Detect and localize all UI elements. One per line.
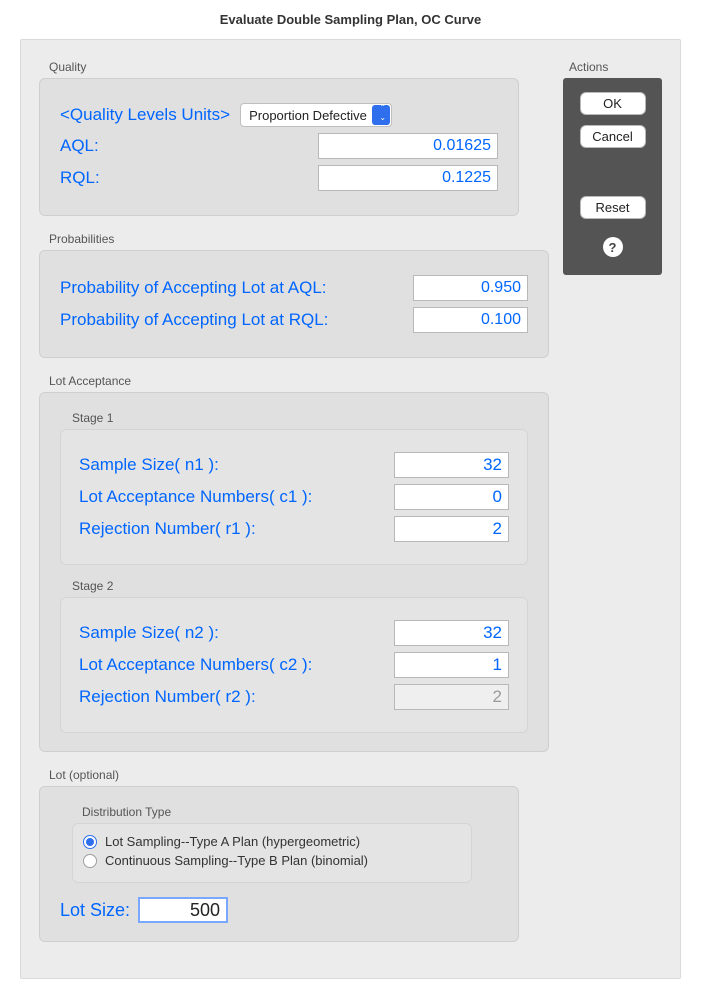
stage2-c-input[interactable] [394, 652, 509, 678]
dialog-body: Quality <Quality Levels Units> Proportio… [20, 39, 681, 979]
quality-group: <Quality Levels Units> Proportion Defect… [39, 78, 519, 216]
rql-input[interactable] [318, 165, 498, 191]
stage2-r-input [394, 684, 509, 710]
actions-column: Actions OK Cancel Reset ? [563, 60, 662, 275]
actions-box: OK Cancel Reset ? [563, 78, 662, 275]
ok-button[interactable]: OK [580, 92, 646, 115]
lot-optional-legend: Lot (optional) [49, 768, 549, 782]
aql-label: AQL: [60, 136, 99, 156]
window-title: Evaluate Double Sampling Plan, OC Curve [0, 0, 701, 35]
dist-type-legend: Distribution Type [82, 805, 498, 819]
stage1-n-input[interactable] [394, 452, 509, 478]
probabilities-group: Probability of Accepting Lot at AQL: Pro… [39, 250, 549, 358]
quality-units-label: <Quality Levels Units> [60, 105, 230, 125]
actions-legend: Actions [569, 60, 662, 74]
cancel-button[interactable]: Cancel [580, 125, 646, 148]
lot-acceptance-group: Stage 1 Sample Size( n1 ): Lot Acceptanc… [39, 392, 549, 752]
paql-label: Probability of Accepting Lot at AQL: [60, 278, 327, 298]
stage1-n-label: Sample Size( n1 ): [79, 455, 219, 475]
quality-units-select-wrap: Proportion Defective [240, 103, 392, 127]
stage1-c-label: Lot Acceptance Numbers( c1 ): [79, 487, 312, 507]
stage2-n-label: Sample Size( n2 ): [79, 623, 219, 643]
stage1-legend: Stage 1 [72, 411, 528, 425]
dist-option-a[interactable]: Lot Sampling--Type A Plan (hypergeometri… [83, 834, 461, 849]
radio-unchecked-icon [83, 854, 97, 868]
prql-input[interactable] [413, 307, 528, 333]
help-icon[interactable]: ? [603, 237, 623, 257]
dist-option-a-label: Lot Sampling--Type A Plan (hypergeometri… [105, 834, 360, 849]
stage2-n-input[interactable] [394, 620, 509, 646]
stage2-r-label: Rejection Number( r2 ): [79, 687, 256, 707]
quality-legend: Quality [49, 60, 549, 74]
stage2-c-label: Lot Acceptance Numbers( c2 ): [79, 655, 312, 675]
rql-label: RQL: [60, 168, 100, 188]
stage1-group: Sample Size( n1 ): Lot Acceptance Number… [60, 429, 528, 565]
probabilities-legend: Probabilities [49, 232, 549, 246]
stage1-c-input[interactable] [394, 484, 509, 510]
paql-input[interactable] [413, 275, 528, 301]
aql-input[interactable] [318, 133, 498, 159]
lot-size-input[interactable] [138, 897, 228, 923]
prql-label: Probability of Accepting Lot at RQL: [60, 310, 328, 330]
dist-type-group: Lot Sampling--Type A Plan (hypergeometri… [72, 823, 472, 883]
radio-checked-icon [83, 835, 97, 849]
lot-acceptance-legend: Lot Acceptance [49, 374, 549, 388]
lot-optional-group: Distribution Type Lot Sampling--Type A P… [39, 786, 519, 942]
stage1-r-label: Rejection Number( r1 ): [79, 519, 256, 539]
dist-option-b-label: Continuous Sampling--Type B Plan (binomi… [105, 853, 368, 868]
dist-option-b[interactable]: Continuous Sampling--Type B Plan (binomi… [83, 853, 461, 868]
main-column: Quality <Quality Levels Units> Proportio… [39, 60, 549, 958]
lot-size-label: Lot Size: [60, 900, 130, 921]
stage2-group: Sample Size( n2 ): Lot Acceptance Number… [60, 597, 528, 733]
quality-units-select[interactable]: Proportion Defective [240, 103, 392, 127]
stage1-r-input[interactable] [394, 516, 509, 542]
reset-button[interactable]: Reset [580, 196, 646, 219]
stage2-legend: Stage 2 [72, 579, 528, 593]
